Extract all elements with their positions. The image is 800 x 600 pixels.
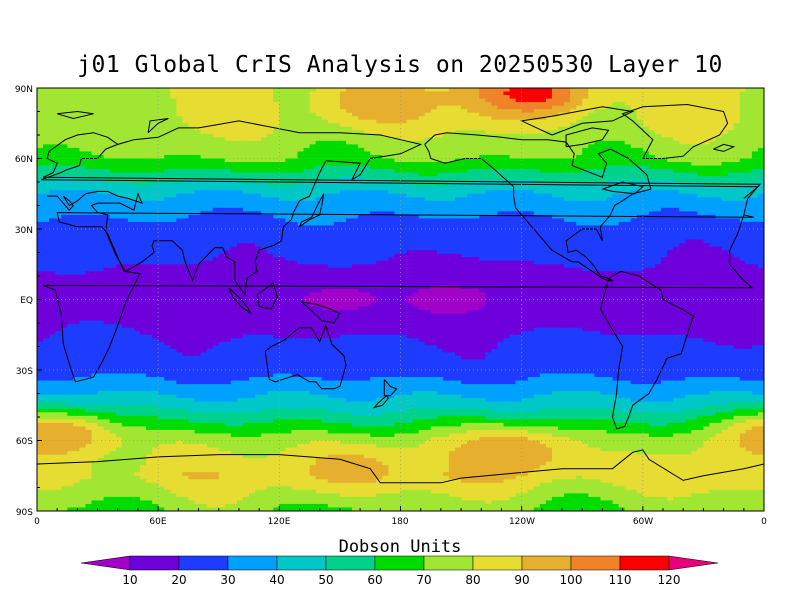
cb-label-60: 60 <box>367 573 382 587</box>
coastlines <box>37 103 764 484</box>
coastline-11 <box>599 270 694 430</box>
colorbar-swatch-1 <box>129 555 180 571</box>
coastline-10 <box>424 132 652 282</box>
map-title: j01 Global CrIS Analysis on 20250530 Lay… <box>77 52 723 78</box>
cb-label-50: 50 <box>318 573 333 587</box>
cb-label-100: 100 <box>560 573 583 587</box>
colorbar-swatch-4 <box>276 555 327 571</box>
colorbar-swatch-11 <box>619 555 670 571</box>
coastline-12 <box>621 103 729 159</box>
lon-label-60e: 60E <box>149 517 166 527</box>
lat-label-30n: 30N <box>15 226 33 236</box>
lon-label-60w: 60W <box>633 517 653 527</box>
colorbar-lower-arrow <box>80 555 131 571</box>
lon-label-0-left: 0 <box>34 517 40 527</box>
lon-label-120w: 120W <box>509 517 535 527</box>
coastline-3 <box>264 323 347 390</box>
lat-label-eq: EQ <box>20 296 33 306</box>
coastline-16 <box>713 143 736 152</box>
gridlines <box>37 88 764 511</box>
coastline-18 <box>147 118 169 134</box>
colorbar-upper-arrow <box>668 555 719 571</box>
colorbar-swatch-9 <box>521 555 572 571</box>
coastline-0 <box>40 132 762 216</box>
colorbar-labels: 10 20 30 40 50 60 70 80 90 100 110 120 <box>122 573 680 587</box>
colorbar-swatch-2 <box>178 555 229 571</box>
lon-label-0-right: 0 <box>761 517 767 527</box>
lat-label-90n: 90N <box>15 85 33 95</box>
colorbar-swatch-8 <box>472 555 523 571</box>
coastline-8 <box>383 379 398 397</box>
coastline-6 <box>256 282 278 310</box>
coastline-14 <box>565 127 610 148</box>
cb-label-80: 80 <box>465 573 480 587</box>
colorbar-swatch-10 <box>570 555 621 571</box>
coastline-4 <box>301 301 341 324</box>
coastline-9 <box>372 395 390 409</box>
cb-label-10: 10 <box>122 573 137 587</box>
cb-label-30: 30 <box>220 573 235 587</box>
cb-label-20: 20 <box>171 573 186 587</box>
lat-label-30s: 30S <box>16 367 33 377</box>
cb-label-90: 90 <box>514 573 529 587</box>
coastline-13 <box>519 106 635 136</box>
lat-label-90s: 90S <box>16 508 33 518</box>
coastline-15 <box>602 181 644 195</box>
coastline-17 <box>57 110 94 120</box>
colorbar-swatch-7 <box>423 555 474 571</box>
coastline-7 <box>299 193 325 228</box>
ozone-field <box>37 88 764 511</box>
cb-label-70: 70 <box>416 573 431 587</box>
colorbar <box>80 555 719 571</box>
coastline-1 <box>47 120 423 297</box>
colorbar-swatch-5 <box>325 555 376 571</box>
colorbar-swatch-3 <box>227 555 278 571</box>
lat-label-60n: 60N <box>15 155 33 165</box>
cb-label-40: 40 <box>269 573 284 587</box>
coastline-19 <box>37 449 764 484</box>
lon-label-120e: 120E <box>268 517 291 527</box>
cb-label-110: 110 <box>609 573 632 587</box>
colorbar-swatch-6 <box>374 555 425 571</box>
lon-label-180: 180 <box>391 517 408 527</box>
cb-label-120: 120 <box>658 573 681 587</box>
lat-label-60s: 60S <box>16 437 33 447</box>
coastline-5 <box>228 287 252 315</box>
colorbar-title: Dobson Units <box>338 537 462 557</box>
